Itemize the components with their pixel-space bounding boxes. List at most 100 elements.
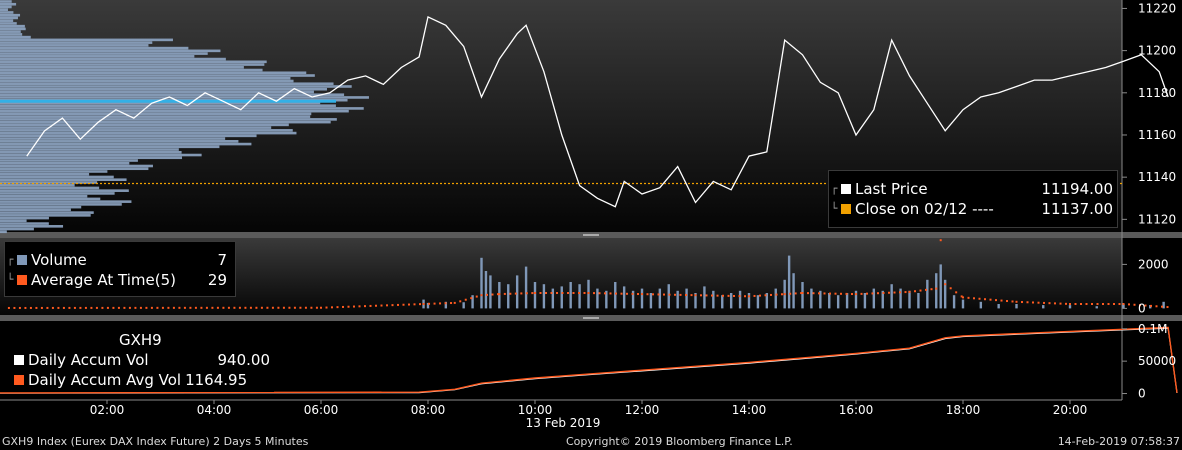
- average-dot: [637, 293, 639, 296]
- average-dot: [1037, 301, 1040, 304]
- average-dot: [123, 306, 126, 309]
- average-dot: [497, 293, 499, 296]
- volume-bar: [685, 288, 688, 309]
- average-dot: [475, 295, 478, 298]
- profile-bar: [0, 65, 244, 69]
- volume-bar: [729, 293, 733, 309]
- average-dot: [919, 289, 922, 292]
- average-dot: [1043, 301, 1045, 304]
- volume-bar: [787, 255, 791, 309]
- average-dot: [57, 306, 60, 309]
- volume-bar: [943, 279, 947, 309]
- footer-bar: GXH9 Index (Eurex DAX Index Future) 2 Da…: [0, 433, 1182, 450]
- volume-bar: [765, 293, 769, 309]
- x-tick-label: 20:00: [1053, 403, 1088, 417]
- average-dot: [90, 306, 93, 309]
- legend-row-accum[interactable]: Daily Accum Vol 940.00: [4, 350, 274, 370]
- average-dot: [101, 306, 104, 309]
- average-dot: [358, 305, 361, 308]
- legend-swatch-average: [17, 275, 27, 285]
- average-dot: [46, 306, 49, 309]
- volume-bar: [489, 275, 492, 309]
- volume-bar: [515, 275, 519, 309]
- volume-bar: [471, 295, 474, 309]
- legend-row-last-price[interactable]: ┌ Last Price 11194.00: [829, 179, 1117, 199]
- volume-bar: [792, 273, 795, 309]
- profile-bar: [0, 5, 12, 9]
- volume-bar: [738, 290, 742, 309]
- volume-bar: [961, 299, 965, 309]
- volume-bar: [712, 290, 715, 309]
- average-dot: [380, 304, 383, 307]
- volume-bar: [1068, 305, 1072, 309]
- average-dot: [139, 306, 142, 309]
- average-dot: [567, 292, 569, 294]
- average-dot: [1011, 300, 1014, 303]
- average-dot: [908, 290, 911, 293]
- chart-canvas: 11220 11200 11180 11160 11140 11120 2000 0 0.1M 5…: [0, 0, 1182, 430]
- average-dot: [800, 292, 803, 295]
- volume-bar: [694, 293, 697, 309]
- volume-bar: [676, 290, 679, 309]
- average-dot: [1015, 300, 1018, 303]
- average-dot: [450, 302, 453, 305]
- average-dot: [1059, 302, 1062, 305]
- average-dot: [694, 294, 697, 297]
- average-dot: [397, 303, 399, 306]
- average-dot: [1128, 303, 1130, 306]
- average-dot: [1139, 304, 1141, 307]
- average-dot: [539, 292, 542, 294]
- average-dot: [422, 303, 425, 305]
- average-dot: [40, 306, 43, 309]
- volume-bar: [810, 288, 813, 309]
- profile-bar: [0, 87, 327, 91]
- volume-bar: [631, 290, 635, 309]
- profile-bar: [0, 57, 226, 61]
- average-dot: [1166, 306, 1169, 309]
- average-dot: [178, 306, 181, 309]
- profile-bar: [0, 120, 331, 124]
- profile-bar: [0, 161, 130, 165]
- panel-divider[interactable]: [583, 317, 599, 319]
- average-dot: [663, 293, 665, 296]
- legend-row-average[interactable]: └ Average At Time(5) 29: [5, 270, 235, 290]
- average-dot: [480, 294, 483, 297]
- legend-row-accum-avg[interactable]: Daily Accum Avg Vol 1164.95: [4, 370, 274, 390]
- accum-title: GXH9: [4, 330, 274, 350]
- average-dot: [556, 292, 558, 294]
- profile-bar: [0, 93, 345, 97]
- volume-bar: [667, 284, 670, 309]
- x-tick-label: 08:00: [411, 403, 446, 417]
- legend-row-volume[interactable]: ┌ Volume 7: [5, 250, 235, 270]
- average-dot: [960, 295, 963, 298]
- volume-bar: [614, 282, 617, 309]
- profile-bar: [0, 74, 315, 77]
- average-dot: [386, 304, 388, 307]
- profile-bar: [0, 115, 311, 118]
- profile-bar: [0, 2, 17, 6]
- average-dot: [598, 292, 601, 295]
- average-dot: [194, 306, 197, 309]
- average-dot: [668, 293, 671, 296]
- average-dot: [1122, 303, 1125, 305]
- legend-label: Daily Accum Vol: [28, 351, 149, 369]
- average-dot: [646, 293, 649, 296]
- profile-bar: [0, 49, 221, 53]
- average-dot: [364, 305, 366, 308]
- legend-value: 11137.00: [1041, 200, 1113, 218]
- average-dot: [935, 287, 938, 290]
- average-dot: [68, 306, 71, 309]
- y-tick-label: 50000: [1138, 354, 1176, 368]
- average-dot: [1069, 303, 1071, 305]
- volume-bar: [979, 301, 983, 309]
- panel-divider[interactable]: [583, 234, 599, 236]
- average-dot: [222, 306, 225, 309]
- profile-bar: [0, 140, 239, 143]
- average-dot: [823, 292, 826, 295]
- average-dot: [320, 306, 322, 309]
- legend-label: Daily Accum Avg Vol: [28, 371, 182, 389]
- profile-bar: [0, 170, 108, 173]
- average-dot: [899, 291, 901, 294]
- legend-row-close[interactable]: └ Close on 02/12 ---- 11137.00: [829, 199, 1117, 219]
- average-dot: [299, 306, 302, 309]
